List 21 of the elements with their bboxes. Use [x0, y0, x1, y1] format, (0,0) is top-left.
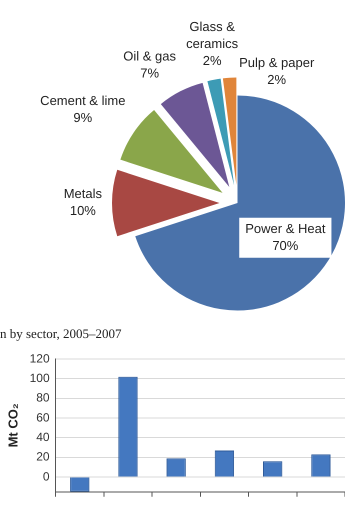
- slice-label: Metals: [64, 186, 102, 202]
- slice-label: Cement & lime: [40, 92, 126, 108]
- data-label: 10%: [70, 203, 96, 218]
- data-label: 7%: [140, 65, 160, 80]
- y-tick-label: 40: [36, 430, 50, 444]
- data-label: 2%: [267, 72, 287, 87]
- data-label: 2%: [202, 52, 222, 68]
- text: n by sector, 2005–2007: [0, 326, 122, 342]
- slice-label: Glass & ceramics: [186, 18, 239, 51]
- slice-label: Power & Heat: [245, 220, 326, 236]
- y-tick-label: 100: [30, 370, 50, 385]
- y-axis-title: Mt CO₂: [5, 403, 20, 448]
- slice-label: Oil & gas: [123, 48, 176, 64]
- y-tick-label: 60: [36, 410, 50, 424]
- y-tick-label: 0: [42, 469, 50, 484]
- y-tick-label: 120: [30, 351, 50, 366]
- y-tick-label: 20: [36, 450, 50, 464]
- data-label: 70%: [272, 238, 299, 253]
- data-label: 9%: [73, 110, 93, 125]
- y-tick-label: 80: [36, 390, 50, 405]
- slice-label: Pulp & paper: [239, 54, 315, 70]
